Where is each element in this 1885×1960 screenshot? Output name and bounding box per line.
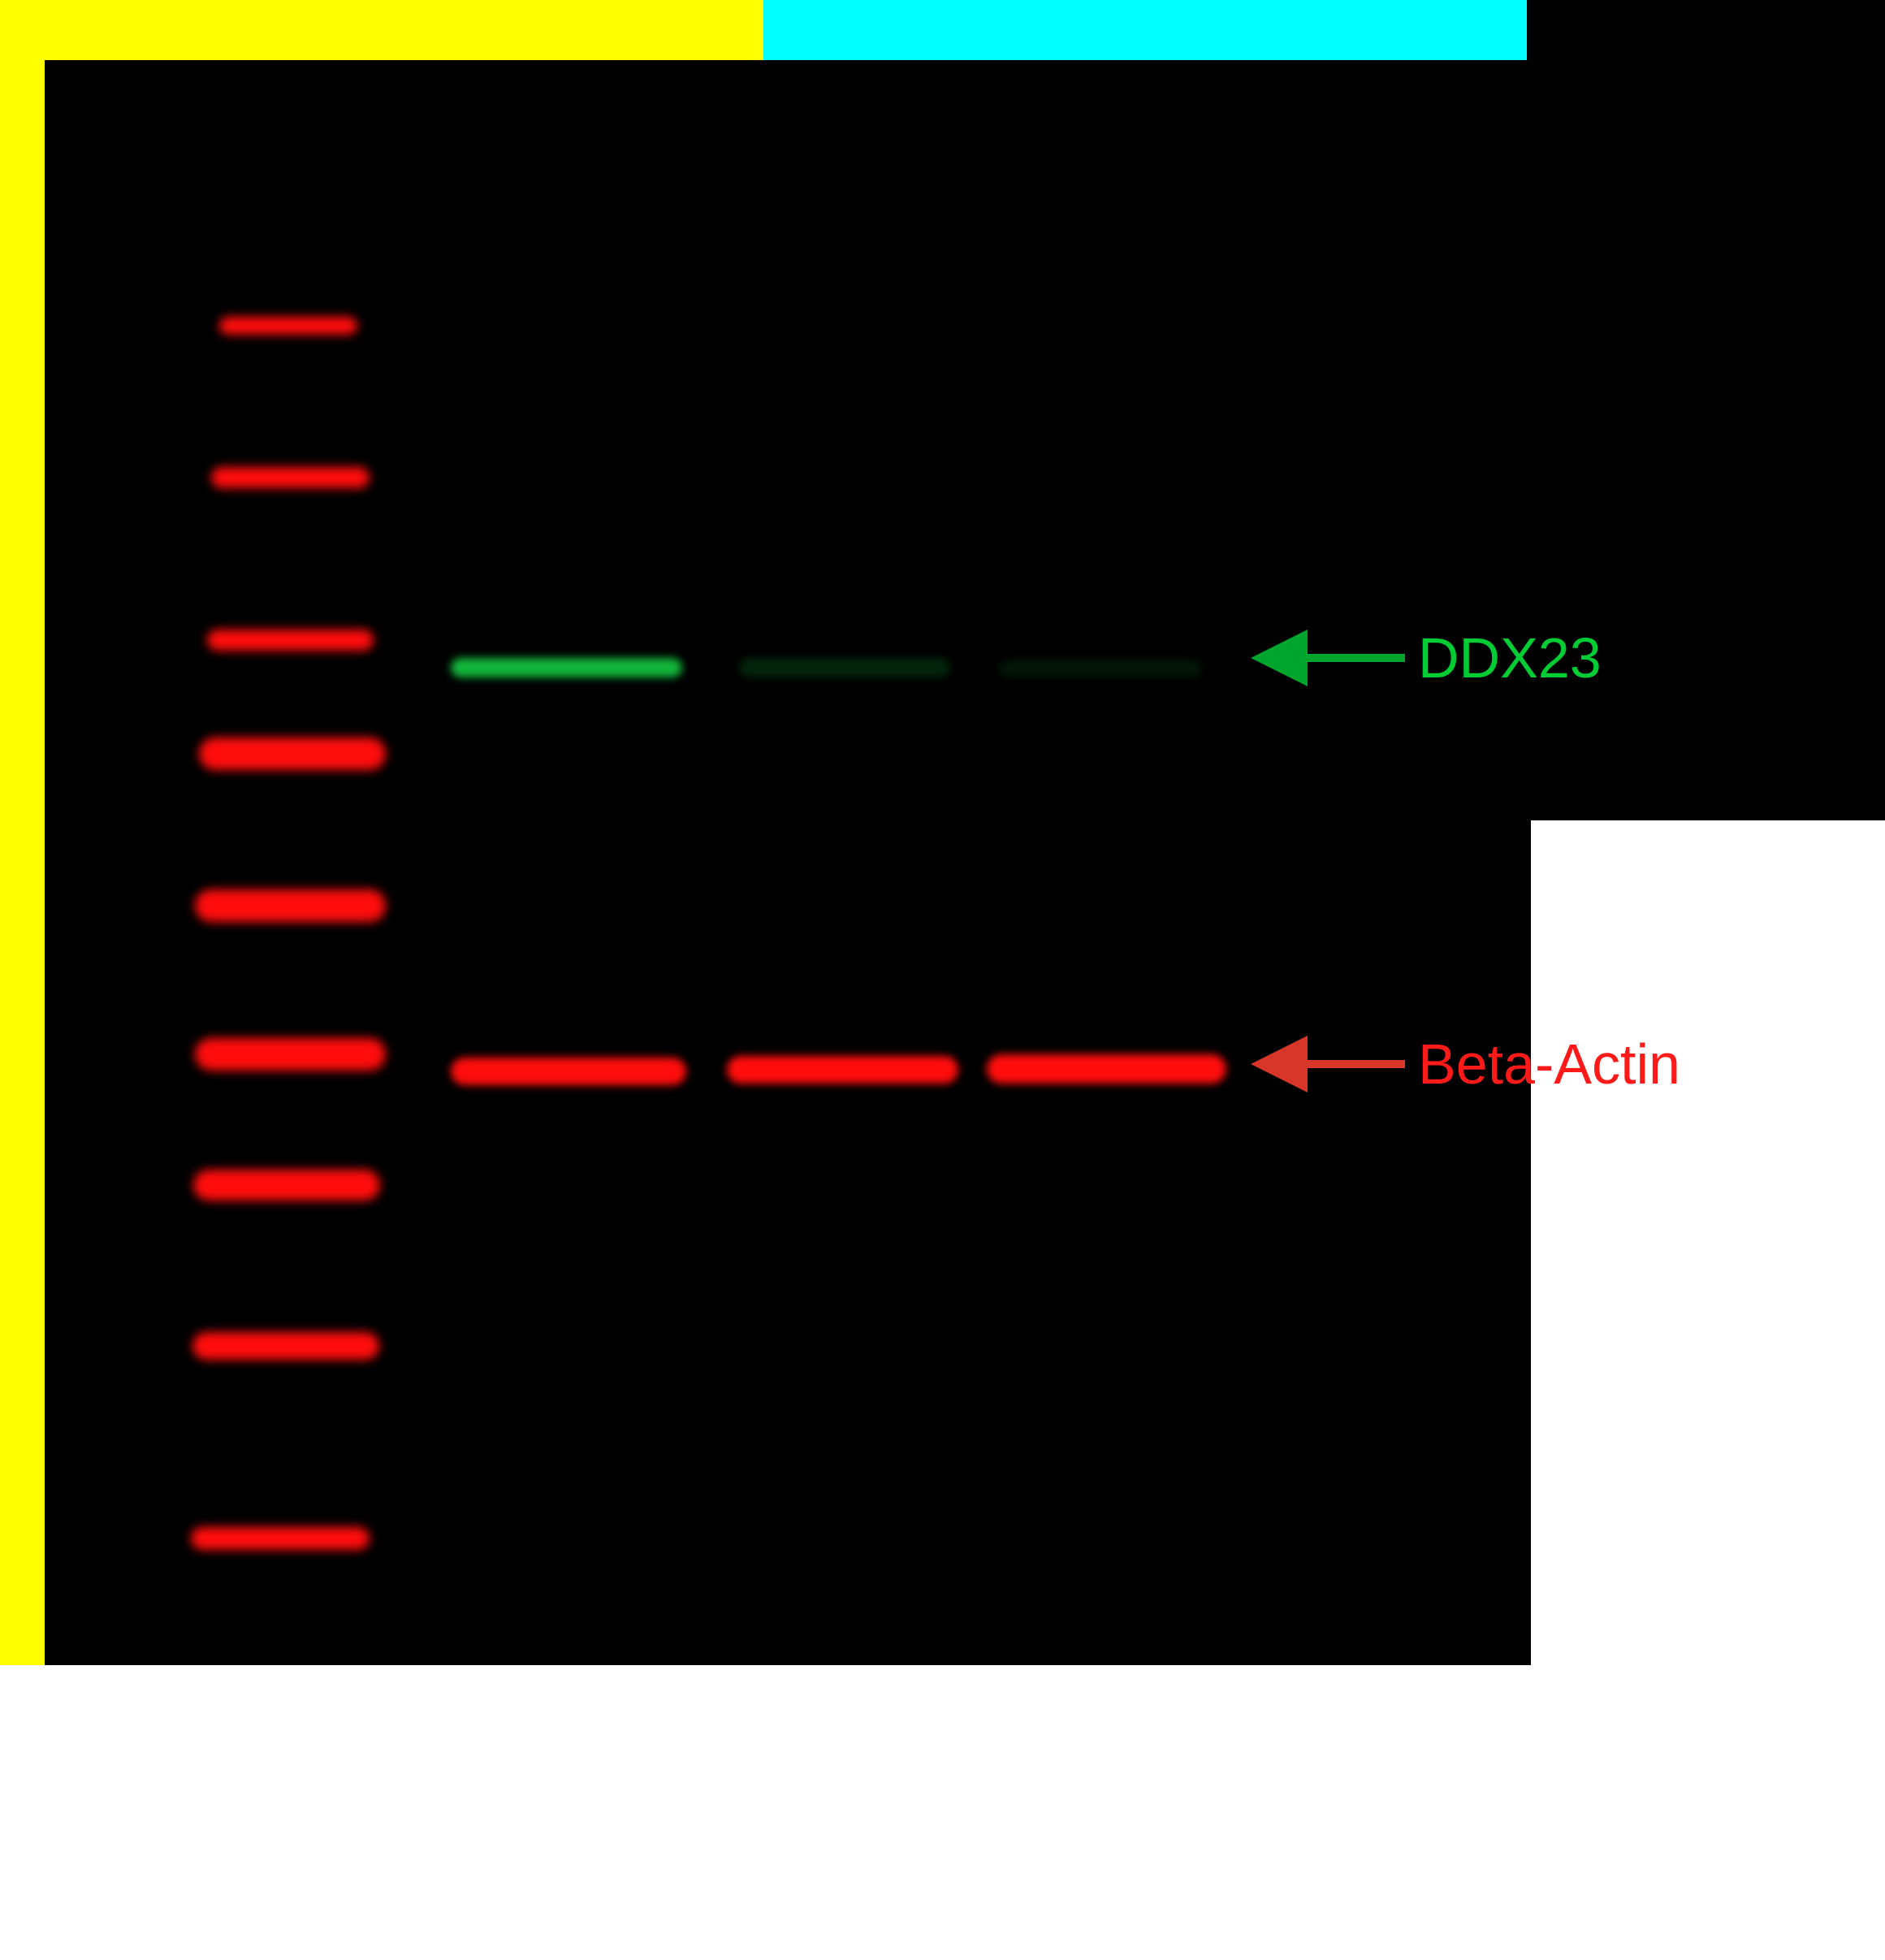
- ddx23-band-lane3: [999, 660, 1202, 677]
- ddx23-band-lane1: [451, 658, 682, 677]
- ladder-band: [211, 467, 370, 488]
- left-strip-yellow: [0, 60, 45, 1665]
- top-bar-yellow: [0, 0, 763, 60]
- ladder-band: [192, 1332, 379, 1360]
- beta-actin-band-lane2: [727, 1056, 958, 1084]
- ladder-band: [195, 1038, 386, 1071]
- ladder-band: [199, 738, 386, 770]
- top-bar-cyan: [763, 0, 1527, 60]
- bottom-white-block: [0, 1665, 1885, 1960]
- beta-actin-band-lane1: [451, 1058, 686, 1085]
- blot-image: [45, 60, 1531, 1665]
- ladder-band: [193, 1170, 380, 1201]
- ladder-band: [191, 1527, 370, 1550]
- beta-actin-band-lane3: [987, 1054, 1226, 1084]
- ladder-band: [195, 889, 386, 922]
- ddx23-band-lane2: [739, 658, 950, 677]
- ladder-band: [207, 630, 374, 651]
- ladder-band: [219, 317, 357, 335]
- western-blot-figure: DDX23 Beta-Actin: [0, 0, 1885, 1960]
